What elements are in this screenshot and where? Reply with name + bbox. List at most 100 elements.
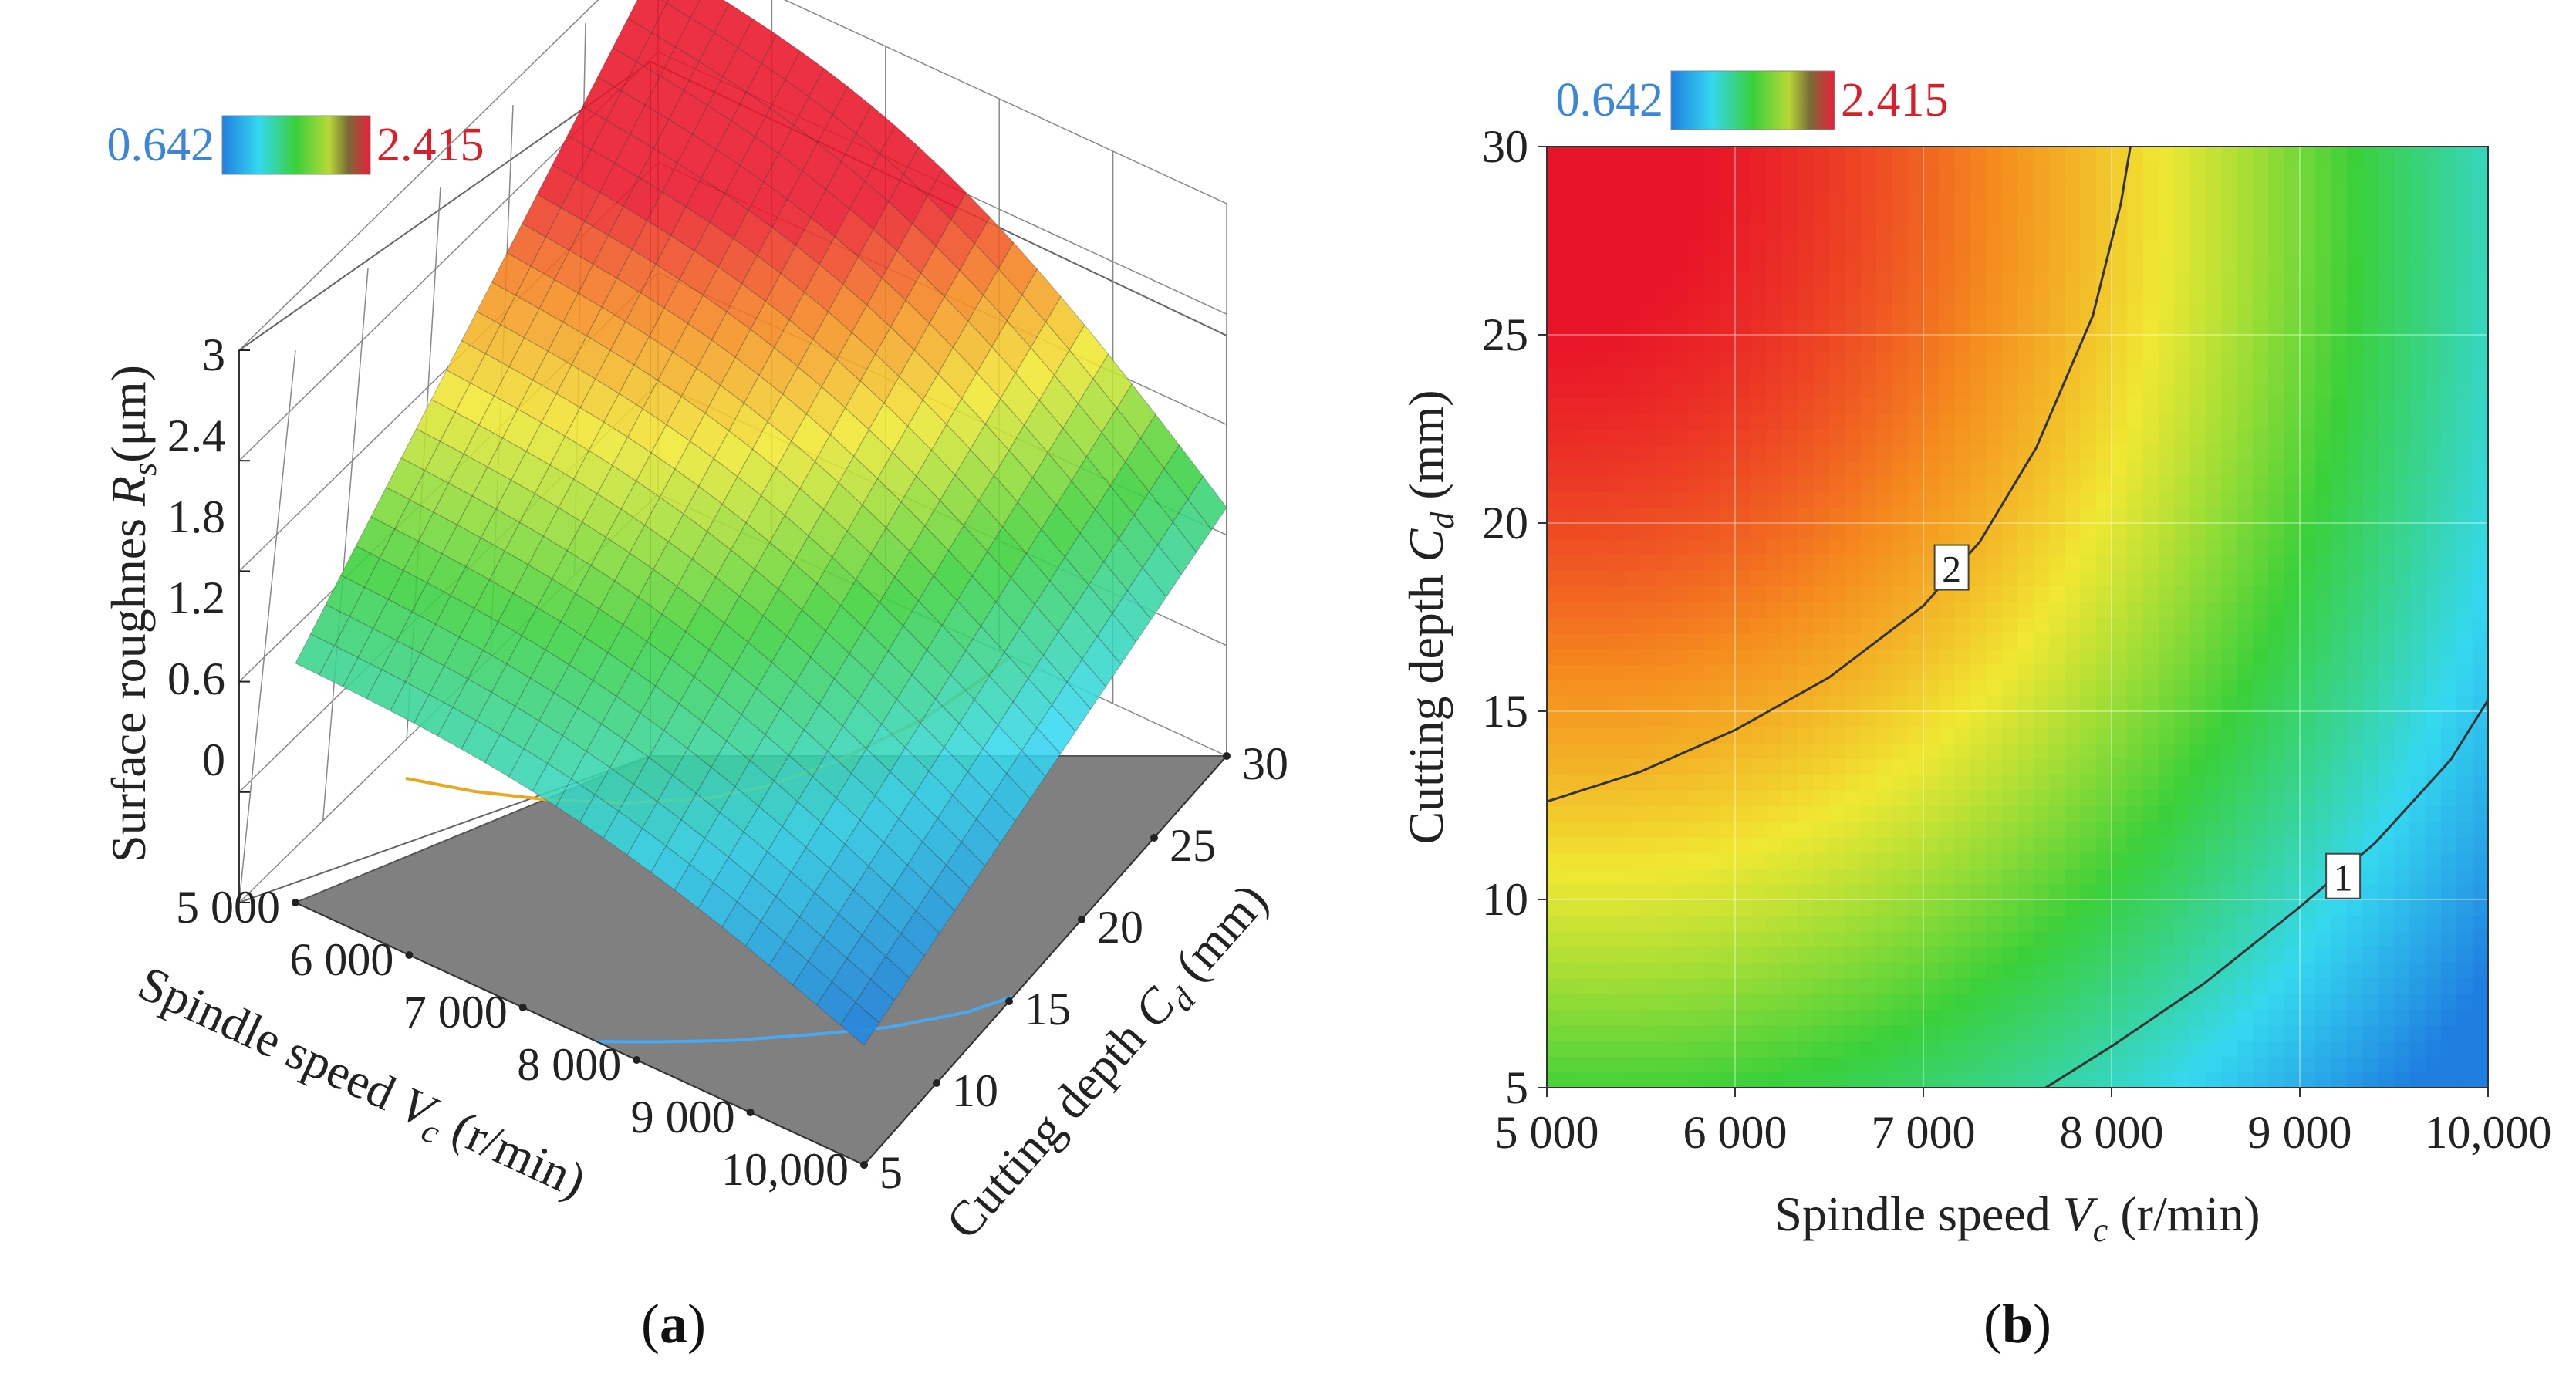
- panel-b-heatmap-cell: [1719, 319, 1736, 336]
- panel-a-surface-cell: [821, 359, 861, 409]
- panel-b-heatmap-cell: [1954, 1024, 1971, 1041]
- panel-b-heatmap-cell: [1907, 883, 1924, 900]
- panel-b-heatmap-cell: [2033, 570, 2050, 587]
- panel-b-heatmap-cell: [1719, 962, 1736, 979]
- panel-b-heatmap-cell: [1986, 883, 2003, 900]
- panel-a-surface-cell: [900, 475, 941, 527]
- panel-b-heatmap-cell: [2237, 241, 2254, 258]
- panel-b-heatmap-cell: [2284, 366, 2301, 383]
- panel-b-heatmap-cell: [1829, 224, 1846, 241]
- panel-b-heatmap-cell: [2221, 303, 2238, 320]
- panel-b-heatmap-cell: [2347, 147, 2364, 164]
- panel-b-heatmap-cell: [1876, 194, 1893, 211]
- panel-b-heatmap-cell: [1845, 977, 1862, 994]
- panel-b-heatmap-cell: [1860, 617, 1877, 634]
- panel-b-heatmap-cell: [1813, 335, 1830, 352]
- panel-b-heatmap-cell: [2409, 586, 2426, 602]
- panel-b-heatmap-cell: [2065, 915, 2081, 932]
- panel-b-heatmap-cell: [2221, 930, 2238, 947]
- panel-b-heatmap-cell: [2472, 224, 2488, 241]
- panel-b-heatmap-cell: [2189, 821, 2206, 838]
- panel-a-y-tick-label: 25: [1170, 820, 1216, 871]
- panel-b-heatmap-cell: [1751, 601, 1767, 618]
- panel-b-heatmap-cell: [2409, 335, 2426, 352]
- panel-b-heatmap-cell: [2237, 1009, 2254, 1026]
- panel-a-surface-cell: [614, 133, 654, 178]
- panel-b-heatmap-cell: [2472, 899, 2488, 916]
- panel-b-heatmap-cell: [2300, 586, 2317, 602]
- panel-b-heatmap-cell: [2095, 1024, 2112, 1041]
- panel-b-heatmap-cell: [1923, 209, 1940, 226]
- panel-b-heatmap-cell: [2159, 491, 2176, 508]
- panel-b-heatmap-cell: [2065, 570, 2081, 587]
- panel-b-heatmap-cell: [1845, 554, 1862, 571]
- panel-b-heatmap-cell: [2394, 476, 2411, 493]
- panel-b-heatmap-cell: [2080, 1024, 2097, 1041]
- panel-b-heatmap-cell: [1892, 397, 1909, 414]
- panel-b-heatmap-cell: [2237, 209, 2254, 226]
- panel-b-heatmap-cell: [2284, 742, 2301, 759]
- panel-b-heatmap-cell: [1766, 224, 1783, 241]
- panel-b-heatmap-cell: [1813, 460, 1830, 477]
- panel-b-heatmap-cell: [2253, 994, 2270, 1011]
- panel-b-heatmap-cell: [2347, 977, 2364, 994]
- panel-b-heatmap-cell: [1798, 711, 1815, 728]
- panel-b-heatmap-cell: [1625, 303, 1642, 320]
- panel-b-heatmap-cell: [1751, 554, 1767, 571]
- panel-b-heatmap-cell: [1641, 586, 1658, 602]
- panel-b-heatmap-cell: [2048, 774, 2065, 791]
- panel-b-heatmap-cell: [1954, 429, 1971, 446]
- panel-b-heatmap-cell: [2300, 805, 2317, 822]
- panel-b-heatmap-cell: [1672, 476, 1689, 493]
- panel-b-heatmap-cell: [1782, 256, 1799, 273]
- panel-b-heatmap-cell: [2206, 507, 2223, 524]
- panel-b-heatmap-cell: [2142, 930, 2159, 947]
- panel-b-heatmap-cell: [2441, 241, 2458, 258]
- panel-b-heatmap-cell: [2331, 774, 2348, 791]
- panel-b-heatmap-cell: [1829, 570, 1846, 587]
- panel-b-heatmap-cell: [1813, 664, 1830, 681]
- panel-b-heatmap-cell: [1656, 915, 1673, 932]
- panel-b-heatmap-cell: [2142, 335, 2159, 352]
- panel-b-heatmap-cell: [1719, 930, 1736, 947]
- panel-a-x-tick-label: 8 000: [517, 1039, 621, 1090]
- panel-b-heatmap-cell: [1813, 397, 1830, 414]
- panel-b-heatmap-cell: [1798, 507, 1815, 524]
- panel-b-heatmap-cell: [1562, 774, 1579, 791]
- panel-b-heatmap-cell: [1688, 429, 1705, 446]
- panel-b-heatmap-cell: [2300, 617, 2317, 634]
- panel-b-heatmap-cell: [2331, 272, 2348, 289]
- panel-b-heatmap-cell: [1798, 617, 1815, 634]
- panel-b-heatmap-cell: [2127, 915, 2144, 932]
- panel-b-heatmap-cell: [1860, 1024, 1877, 1041]
- panel-b-heatmap-cell: [2253, 209, 2270, 226]
- panel-b-heatmap-cell: [2362, 648, 2379, 665]
- panel-b-heatmap-cell: [1876, 224, 1893, 241]
- panel-b-heatmap-cell: [1939, 930, 1956, 947]
- panel-b-heatmap-cell: [2331, 586, 2348, 602]
- panel-b-heatmap-cell: [1798, 256, 1815, 273]
- panel-b-heatmap-cell: [2394, 648, 2411, 665]
- panel-b-heatmap-cell: [1798, 570, 1815, 587]
- panel-b-heatmap-cell: [2268, 288, 2285, 305]
- panel-b-heatmap-cell: [2441, 633, 2458, 650]
- panel-b-heatmap-cell: [1907, 680, 1924, 697]
- panel-b-heatmap-cell: [1719, 742, 1736, 759]
- panel-b-heatmap-cell: [1892, 303, 1909, 320]
- panel-b-heatmap-cell: [1547, 868, 1564, 885]
- panel-b-heatmap-cell: [1547, 1056, 1564, 1073]
- panel-b-heatmap-cell: [2315, 1072, 2332, 1088]
- panel-a-surface-cell: [631, 220, 672, 265]
- panel-b-heatmap-cell: [2441, 570, 2458, 587]
- panel-b-heatmap-cell: [2080, 664, 2097, 681]
- panel-b-heatmap-cell: [2221, 695, 2238, 712]
- panel-b-heatmap-cell: [2472, 476, 2488, 493]
- panel-b-heatmap-cell: [2284, 444, 2301, 461]
- panel-b-heatmap-cell: [2331, 617, 2348, 634]
- panel-b-heatmap-cell: [2189, 962, 2206, 979]
- panel-b-heatmap-cell: [2142, 476, 2159, 493]
- panel-b-heatmap-cell: [2394, 177, 2411, 194]
- panel-b-heatmap-cell: [2127, 224, 2144, 241]
- panel-b-heatmap-cell: [1703, 915, 1720, 932]
